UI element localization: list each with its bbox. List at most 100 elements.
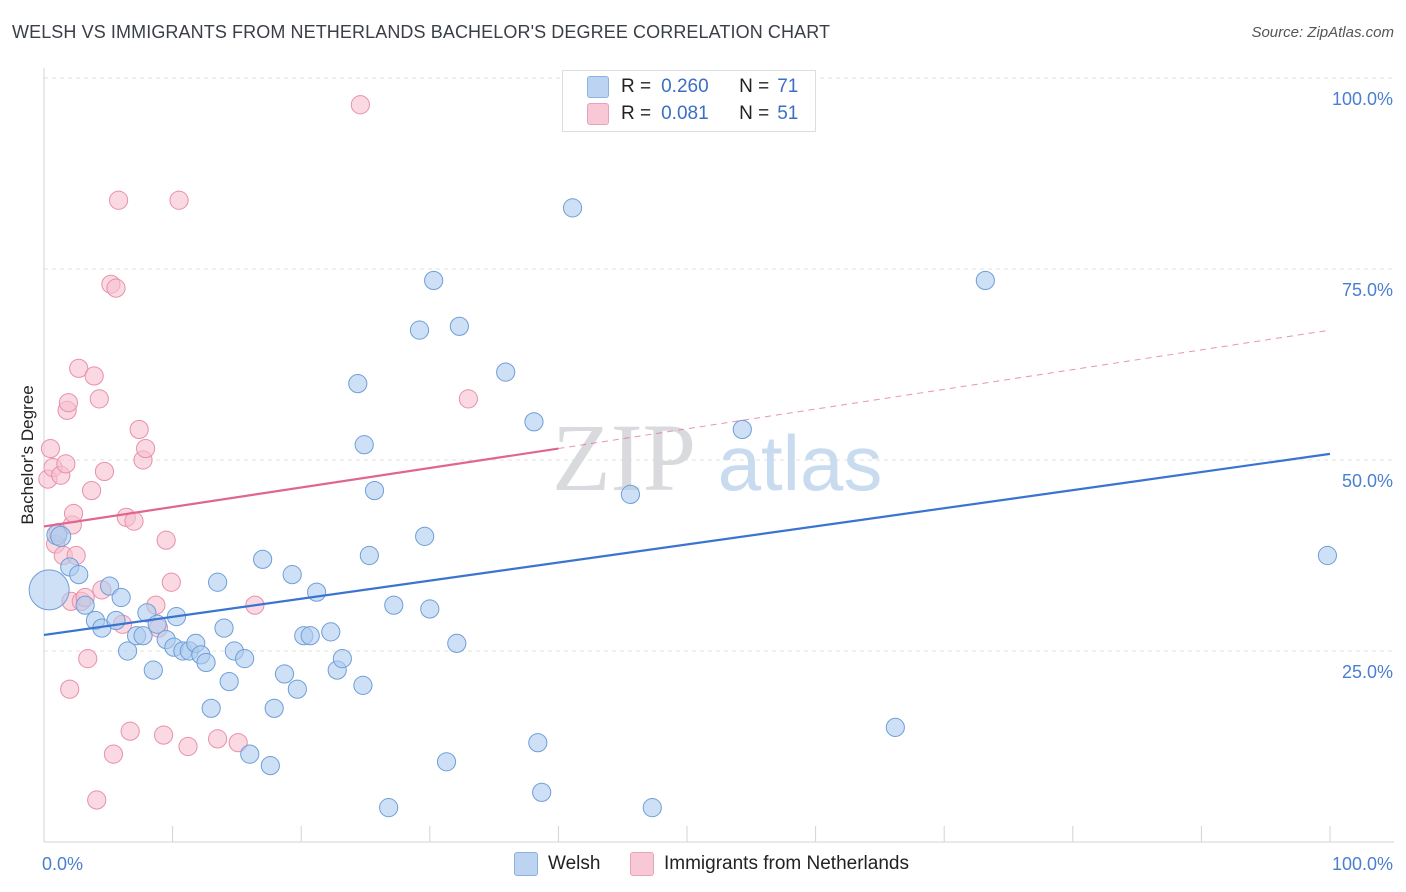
chart-title: WELSH VS IMMIGRANTS FROM NETHERLANDS BAC… — [12, 22, 831, 42]
welsh-point — [99, 576, 120, 596]
y-tick-label: 100.0% — [1332, 89, 1393, 109]
neth-point — [69, 358, 89, 378]
welsh-point — [219, 671, 239, 692]
welsh-point — [359, 545, 379, 566]
welsh-point — [447, 633, 467, 653]
welsh-point — [642, 798, 662, 818]
neth-point — [81, 480, 102, 501]
welsh-point — [348, 374, 368, 394]
neth-point — [169, 190, 189, 210]
welsh-point — [424, 270, 444, 291]
welsh-point — [732, 419, 752, 440]
neth-point — [350, 95, 370, 115]
welsh-point — [562, 198, 583, 218]
neth-point — [87, 790, 107, 810]
welsh-point — [436, 752, 457, 772]
neth-point — [89, 389, 109, 409]
source-label: Source: ZipAtlas.com — [1251, 24, 1394, 41]
welsh-point — [353, 675, 373, 695]
legend-stats: R = 0.260 N = 71 R = 0.081 N = 51 — [562, 70, 816, 132]
welsh-point — [235, 649, 255, 669]
neth-point — [136, 438, 156, 459]
welsh-point — [321, 622, 341, 642]
welsh-point — [264, 698, 284, 718]
welsh-point — [300, 626, 320, 646]
legend-swatch-neth — [587, 103, 609, 125]
grid-lines — [44, 77, 1394, 652]
welsh-point — [117, 641, 138, 661]
welsh-point — [528, 733, 548, 753]
welsh-point — [409, 320, 430, 340]
legend-swatch-welsh — [514, 852, 538, 876]
welsh-point — [274, 664, 295, 684]
welsh-point — [496, 362, 516, 382]
neth-point — [129, 419, 149, 440]
welsh-point — [885, 717, 905, 737]
neth-point — [458, 389, 478, 409]
legend-n-neth: 51 — [777, 103, 799, 124]
neth-point — [40, 438, 61, 459]
neth-point — [78, 649, 98, 669]
welsh-point — [214, 618, 234, 638]
welsh-point — [75, 595, 95, 615]
welsh-point — [524, 412, 544, 432]
legend-item-welsh[interactable]: Welsh — [514, 852, 600, 876]
welsh-point — [282, 565, 302, 585]
welsh-point — [364, 480, 385, 501]
neth-point — [120, 721, 140, 741]
y-tick-label: 50.0% — [1342, 471, 1393, 491]
legend-n-label: N = — [739, 103, 770, 124]
welsh-point — [415, 526, 435, 546]
legend-series: Welsh Immigrants from Netherlands — [0, 852, 1406, 878]
trend-line-neth-extended — [558, 329, 1331, 450]
legend-n-welsh: 71 — [777, 76, 799, 97]
welsh-point — [208, 572, 228, 592]
x-tick-label: 100.0% — [1332, 854, 1393, 874]
welsh-point — [384, 595, 404, 615]
welsh-point — [420, 599, 440, 619]
welsh-point — [379, 798, 399, 818]
y-tick-label: 75.0% — [1342, 280, 1393, 300]
legend-swatch-welsh — [587, 76, 609, 98]
welsh-point — [133, 626, 153, 646]
neth-point — [108, 190, 129, 210]
welsh-point — [201, 698, 221, 718]
trend-line-neth — [43, 447, 559, 528]
welsh-point — [620, 484, 641, 504]
neth-point — [161, 572, 181, 592]
welsh-point — [28, 569, 70, 611]
welsh-point — [975, 270, 995, 291]
neth-point — [154, 725, 174, 745]
welsh-point — [253, 549, 273, 569]
legend-r-label: R = — [621, 103, 652, 124]
neth-point — [58, 393, 79, 413]
welsh-point — [354, 435, 374, 455]
welsh-point — [1317, 545, 1338, 566]
neth-point — [103, 744, 124, 764]
neth-point — [228, 733, 248, 753]
welsh-point — [260, 756, 280, 776]
welsh-point — [449, 316, 469, 336]
y-tick-label: 25.0% — [1342, 662, 1393, 682]
welsh-point — [69, 565, 89, 585]
welsh-point — [287, 679, 307, 699]
welsh-point — [196, 652, 216, 673]
legend-n-label: N = — [739, 76, 770, 97]
neth-point — [178, 736, 198, 757]
legend-label-welsh: Welsh — [548, 853, 601, 874]
welsh-point — [532, 782, 552, 802]
welsh-point — [240, 744, 260, 764]
legend-swatch-neth — [630, 852, 654, 876]
legend-r-label: R = — [621, 76, 652, 97]
welsh-point — [50, 525, 72, 547]
neth-point — [60, 679, 80, 699]
neth-point — [208, 729, 228, 749]
neth-point — [63, 503, 84, 524]
legend-label-neth: Immigrants from Netherlands — [664, 853, 909, 874]
legend-row-neth: R = 0.081 N = 51 — [587, 102, 799, 126]
welsh-point — [332, 649, 352, 669]
neth-point — [106, 278, 126, 298]
x-tick-label: 0.0% — [42, 854, 83, 874]
legend-item-neth[interactable]: Immigrants from Netherlands — [630, 852, 909, 876]
